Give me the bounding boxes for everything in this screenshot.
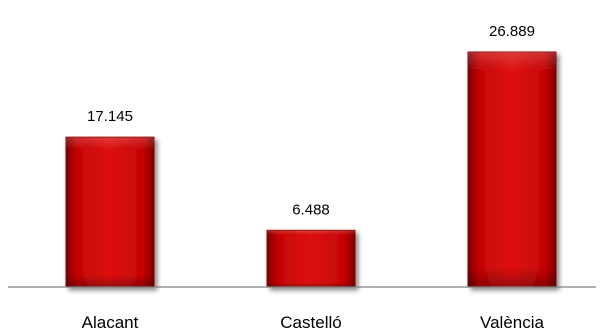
x-tick-label-valència: València bbox=[480, 313, 544, 332]
bar-shade bbox=[267, 230, 355, 287]
bars-layer bbox=[65, 51, 557, 288]
data-label-valència: 26.889 bbox=[489, 23, 535, 40]
data-label-alacant: 17.145 bbox=[87, 108, 133, 125]
x-tick-label-alacant: Alacant bbox=[82, 313, 139, 332]
bar-castelló bbox=[266, 229, 356, 288]
bar-alacant bbox=[65, 136, 155, 288]
x-tick-label-castelló: Castelló bbox=[280, 313, 341, 332]
bar-valència bbox=[467, 51, 557, 288]
labels-layer: 17.145 Alacant 6.488 Castelló 26.889 València bbox=[82, 23, 545, 332]
bar-shade bbox=[468, 52, 556, 287]
data-label-castelló: 6.488 bbox=[292, 201, 330, 218]
bar-shade bbox=[66, 137, 154, 287]
